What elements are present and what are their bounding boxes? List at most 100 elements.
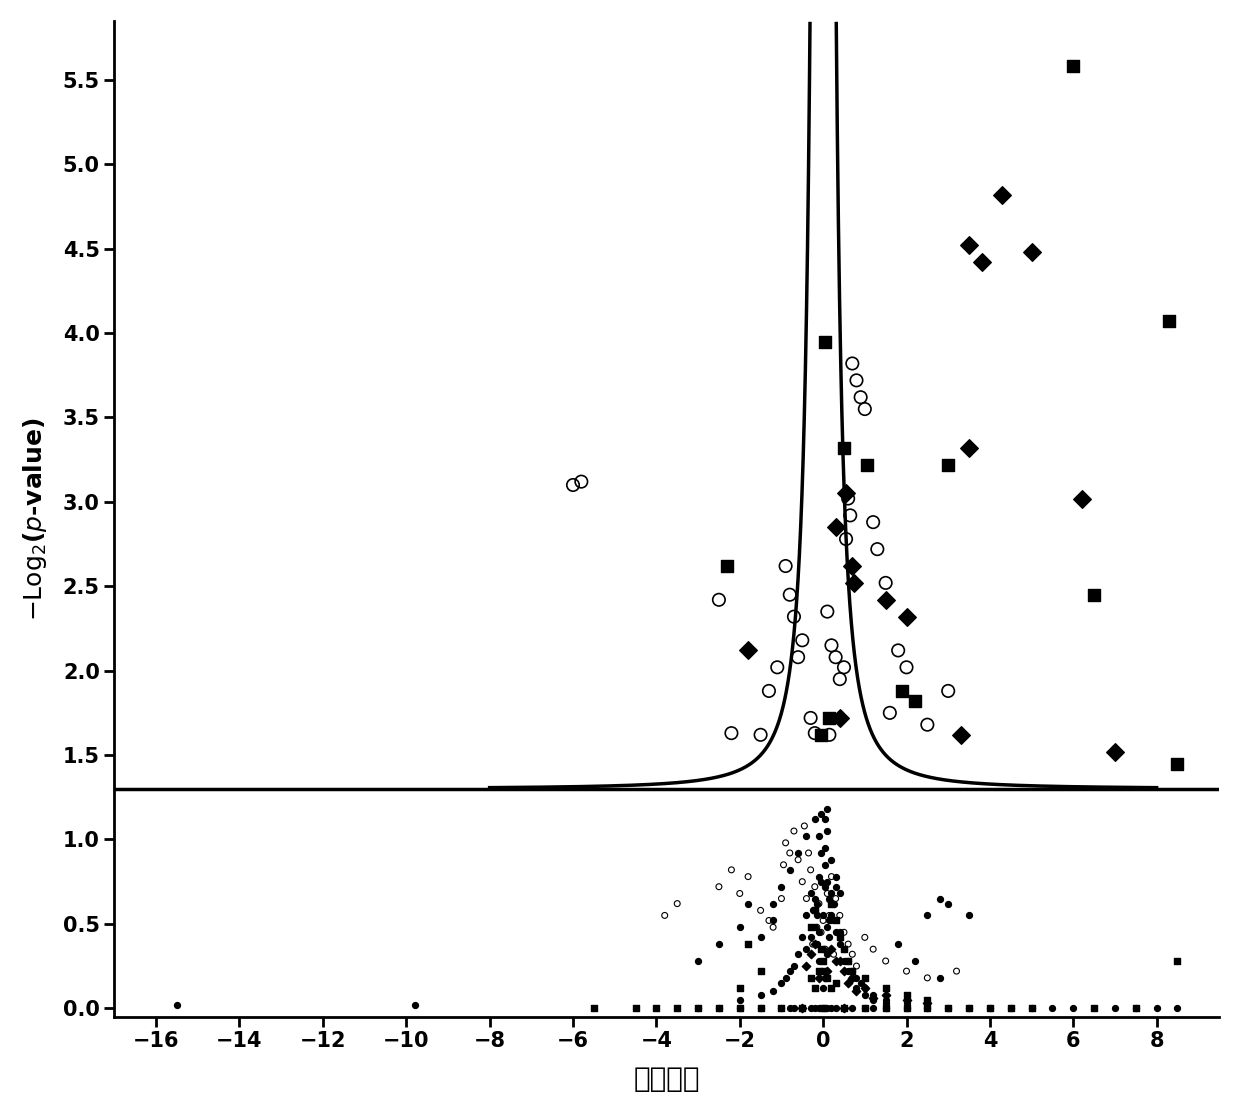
Point [1084, 999, 1104, 1017]
Point [847, 371, 867, 389]
Point [823, 895, 843, 912]
Point [980, 999, 999, 1017]
Point [1105, 999, 1125, 1017]
Point [817, 962, 837, 980]
Point [813, 999, 833, 1017]
Point [842, 969, 862, 987]
Point [792, 872, 812, 890]
Point [750, 999, 770, 1017]
Point [822, 999, 842, 1017]
Point [801, 861, 821, 879]
Point [854, 979, 874, 997]
Point [835, 940, 854, 958]
Point [822, 979, 842, 997]
Point [822, 868, 842, 886]
Point [709, 999, 729, 1017]
Point [863, 989, 883, 1007]
Point [847, 969, 867, 987]
Point [688, 952, 708, 970]
Point [808, 895, 828, 912]
Point [817, 946, 837, 964]
Point [776, 834, 796, 852]
Point [830, 709, 849, 726]
Point [822, 636, 842, 654]
Point [854, 400, 874, 418]
Point [897, 991, 916, 1009]
Point [820, 890, 839, 908]
Point [722, 724, 742, 742]
Point [1064, 999, 1084, 1017]
Point [842, 999, 862, 1017]
Point [847, 983, 867, 1000]
Point [801, 999, 821, 1017]
Point [815, 969, 835, 987]
Point [811, 805, 831, 823]
Point [807, 907, 827, 925]
Point [738, 935, 758, 952]
Point [830, 671, 849, 688]
Point [888, 935, 908, 952]
Point [815, 810, 835, 828]
Point [584, 999, 604, 1017]
Point [939, 999, 959, 1017]
Point [1022, 999, 1042, 1017]
Point [789, 946, 808, 964]
Point [813, 979, 833, 997]
Point [897, 999, 916, 1017]
Point [808, 952, 828, 970]
Point [771, 999, 791, 1017]
Point [959, 999, 978, 1017]
Point [763, 918, 782, 936]
Point [730, 991, 750, 1009]
Point [1105, 743, 1125, 761]
Point [813, 907, 833, 925]
Point [863, 986, 883, 1004]
Point [835, 940, 854, 958]
Point [811, 872, 831, 890]
Point [854, 969, 874, 987]
Point [730, 918, 750, 936]
Point [813, 940, 833, 958]
Point [805, 979, 825, 997]
Point [854, 979, 874, 997]
Point [1168, 999, 1188, 1017]
Point [875, 979, 895, 997]
Point [959, 999, 978, 1017]
Point [792, 999, 812, 1017]
Point [815, 878, 835, 896]
Point [820, 911, 839, 929]
Point [805, 878, 825, 896]
Point [1064, 58, 1084, 76]
Point [805, 810, 825, 828]
Point [838, 974, 858, 991]
Point [835, 962, 854, 980]
Point [905, 692, 925, 710]
Point [817, 969, 837, 987]
Point [796, 940, 816, 958]
Point [897, 962, 916, 980]
Point [838, 962, 858, 980]
Point [842, 962, 862, 980]
Point [875, 590, 895, 608]
Point [811, 924, 831, 941]
Point [875, 574, 895, 592]
Point [897, 999, 916, 1017]
Point [918, 995, 937, 1013]
Point [1168, 754, 1188, 772]
Point [826, 890, 846, 908]
Point [780, 844, 800, 862]
Point [820, 709, 839, 726]
Point [817, 885, 837, 902]
Point [780, 999, 800, 1017]
Point [822, 940, 842, 958]
Point [796, 890, 816, 908]
Point [939, 895, 959, 912]
Point [667, 999, 687, 1017]
Point [802, 935, 822, 952]
Point [835, 658, 854, 676]
Point [730, 999, 750, 1017]
Point [930, 969, 950, 987]
Point [851, 389, 870, 407]
Point [826, 924, 846, 941]
Point [842, 969, 862, 987]
